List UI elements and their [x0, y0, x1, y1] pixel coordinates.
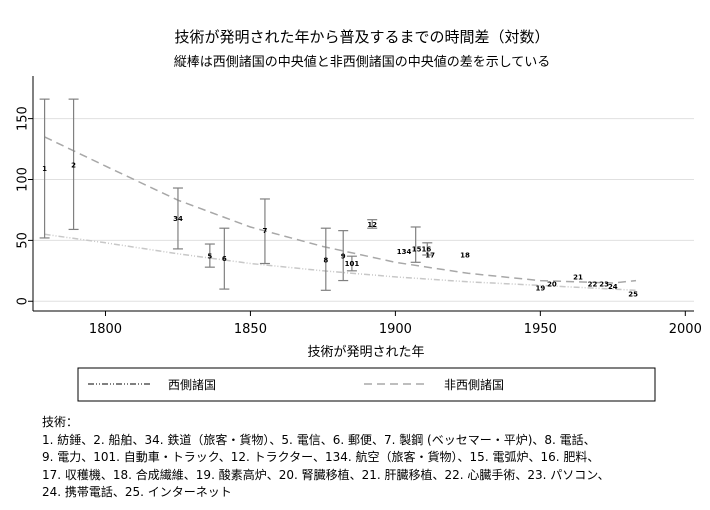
data-point-label: 19	[535, 284, 545, 292]
data-point-label: 7	[262, 227, 267, 235]
data-point-label: 12	[367, 221, 377, 229]
data-point-label: 20	[547, 281, 557, 289]
data-point-label: 17	[425, 251, 435, 259]
error-bar	[320, 227, 331, 291]
data-point-label: 101	[345, 260, 360, 268]
y-tick-label: 50	[16, 232, 31, 249]
x-tick-label: 1950	[524, 322, 557, 337]
x-axis-label: 技術が発明された年	[307, 345, 424, 360]
data-point-label: 9	[341, 253, 346, 261]
data-point-label: 18	[460, 251, 470, 259]
legend: 西側諸国 非西側諸国	[77, 367, 656, 402]
notes-line: 9. 電力、101. 自動車・トラック、12. トラクター、134. 航空（旅客…	[42, 450, 600, 464]
data-point-label: 23	[599, 281, 609, 289]
error-bar	[410, 226, 421, 263]
y-tick-label: 150	[16, 106, 31, 131]
data-point-label: 2	[71, 161, 76, 169]
x-tick-label: 2000	[669, 322, 702, 337]
legend-label-west: 西側諸国	[168, 377, 216, 392]
data-point-label: 1516	[412, 245, 432, 253]
data-point-label: 22	[588, 281, 598, 289]
x-tick-label: 1900	[379, 322, 412, 337]
notes-line: 1. 紡錘、2. 船舶、34. 鉄道（旅客・貨物）、5. 電信、6. 郵便、7.…	[42, 432, 596, 447]
y-axis-ticks: 0 50 100 150	[16, 106, 33, 305]
data-point-label: 5	[207, 253, 212, 261]
notes-heading: 技術：	[42, 415, 79, 429]
notes-line: 17. 収穫機、18. 合成繊維、19. 酸素高炉、20. 腎臓移植、21. 肝…	[42, 467, 610, 482]
error-bar	[219, 227, 230, 290]
y-tick-label: 0	[16, 297, 31, 305]
y-tick-label: 100	[16, 167, 31, 192]
error-bars	[39, 98, 433, 291]
error-bar	[259, 198, 270, 265]
x-tick-label: 1800	[89, 322, 122, 337]
notes-line: 24. 携帯電話、25. インターネット	[42, 485, 232, 499]
data-point-label: 8	[323, 256, 328, 264]
data-point-label: 24	[608, 283, 618, 291]
data-point-label: 21	[573, 273, 583, 281]
technology-notes: 技術： 1. 紡錘、2. 船舶、34. 鉄道（旅客・貨物）、5. 電信、6. 郵…	[42, 414, 702, 502]
fitted-curves	[44, 136, 637, 292]
chart-subtitle: 縦棒は西側諸国の中央値と非西側諸国の中央値の差を示している	[174, 54, 551, 70]
error-bar	[367, 219, 378, 229]
error-bar	[346, 255, 357, 272]
error-bar	[338, 230, 349, 282]
data-point-label: 34	[173, 215, 183, 223]
error-bar	[39, 98, 50, 239]
error-bar	[422, 242, 433, 256]
chart-title: 技術が発明された年から普及するまでの時間差（対数）	[174, 28, 549, 46]
error-bar	[172, 187, 183, 250]
error-bar	[68, 98, 79, 231]
x-axis-ticks: 1800 1850 1900 1950 2000	[89, 311, 702, 337]
x-tick-label: 1850	[234, 322, 267, 337]
series-line-nonwest	[44, 136, 637, 284]
series-line-west	[44, 233, 637, 292]
gridlines	[33, 118, 694, 302]
data-point-label: 134	[397, 248, 412, 256]
data-point-label: 1	[42, 165, 47, 173]
data-point-label: 25	[628, 290, 638, 298]
data-point-label: 6	[222, 255, 227, 263]
legend-label-nonwest: 非西側諸国	[444, 377, 504, 392]
error-bar	[204, 243, 215, 268]
